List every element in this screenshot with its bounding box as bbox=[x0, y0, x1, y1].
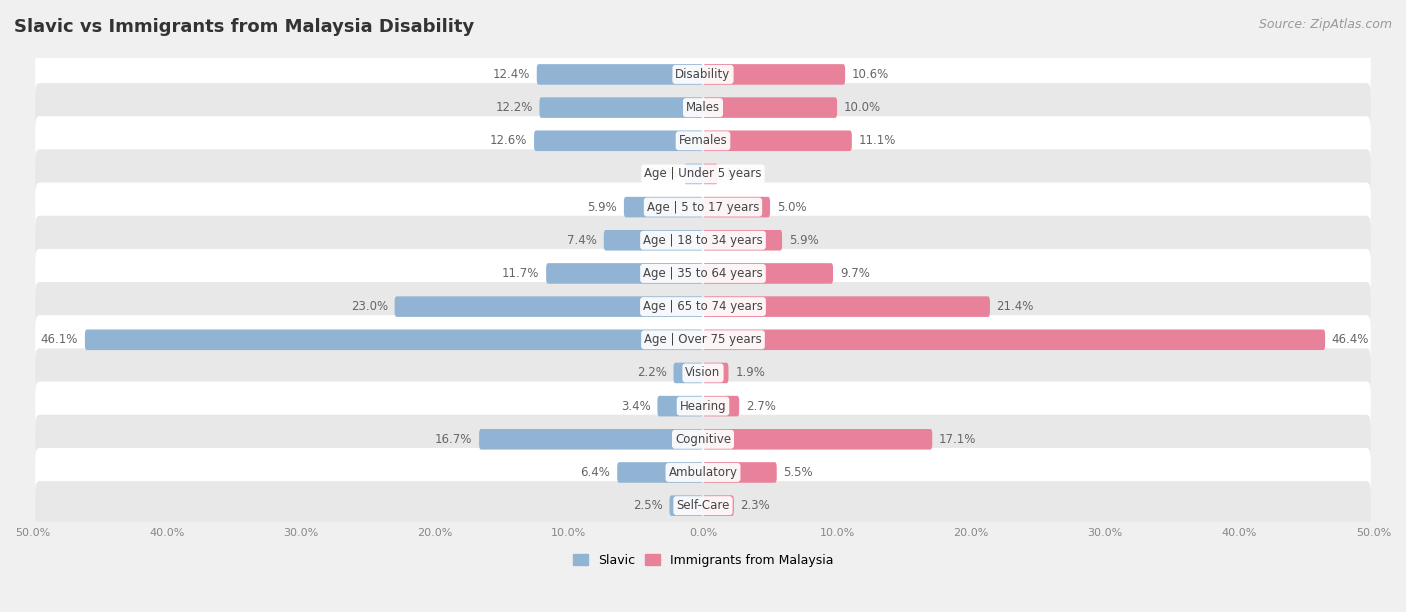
Text: Source: ZipAtlas.com: Source: ZipAtlas.com bbox=[1258, 18, 1392, 31]
Text: 6.4%: 6.4% bbox=[581, 466, 610, 479]
FancyBboxPatch shape bbox=[703, 130, 852, 151]
FancyBboxPatch shape bbox=[703, 64, 845, 84]
Text: Age | 5 to 17 years: Age | 5 to 17 years bbox=[647, 201, 759, 214]
Text: 12.4%: 12.4% bbox=[492, 68, 530, 81]
FancyBboxPatch shape bbox=[35, 249, 1371, 298]
FancyBboxPatch shape bbox=[673, 363, 703, 383]
FancyBboxPatch shape bbox=[603, 230, 703, 250]
Text: Ambulatory: Ambulatory bbox=[668, 466, 738, 479]
FancyBboxPatch shape bbox=[624, 197, 703, 217]
Text: Self-Care: Self-Care bbox=[676, 499, 730, 512]
Text: 10.6%: 10.6% bbox=[852, 68, 889, 81]
Text: 3.4%: 3.4% bbox=[621, 400, 651, 412]
Text: Hearing: Hearing bbox=[679, 400, 727, 412]
FancyBboxPatch shape bbox=[669, 495, 703, 516]
Text: 5.9%: 5.9% bbox=[789, 234, 818, 247]
Text: Cognitive: Cognitive bbox=[675, 433, 731, 446]
Text: Age | 65 to 74 years: Age | 65 to 74 years bbox=[643, 300, 763, 313]
Text: 11.7%: 11.7% bbox=[502, 267, 540, 280]
FancyBboxPatch shape bbox=[35, 149, 1371, 198]
FancyBboxPatch shape bbox=[703, 197, 770, 217]
FancyBboxPatch shape bbox=[35, 448, 1371, 497]
Text: 21.4%: 21.4% bbox=[997, 300, 1033, 313]
Text: 23.0%: 23.0% bbox=[352, 300, 388, 313]
Text: 5.9%: 5.9% bbox=[588, 201, 617, 214]
FancyBboxPatch shape bbox=[703, 329, 1324, 350]
FancyBboxPatch shape bbox=[540, 97, 703, 118]
Legend: Slavic, Immigrants from Malaysia: Slavic, Immigrants from Malaysia bbox=[568, 549, 838, 572]
FancyBboxPatch shape bbox=[537, 64, 703, 84]
Text: 12.6%: 12.6% bbox=[489, 134, 527, 147]
Text: 9.7%: 9.7% bbox=[839, 267, 870, 280]
FancyBboxPatch shape bbox=[534, 130, 703, 151]
Text: Age | Over 75 years: Age | Over 75 years bbox=[644, 334, 762, 346]
FancyBboxPatch shape bbox=[479, 429, 703, 450]
FancyBboxPatch shape bbox=[703, 296, 990, 317]
Text: Vision: Vision bbox=[685, 367, 721, 379]
Text: 46.4%: 46.4% bbox=[1331, 334, 1369, 346]
FancyBboxPatch shape bbox=[703, 495, 734, 516]
FancyBboxPatch shape bbox=[703, 462, 776, 483]
FancyBboxPatch shape bbox=[703, 263, 832, 284]
Text: 17.1%: 17.1% bbox=[939, 433, 976, 446]
Text: 1.1%: 1.1% bbox=[724, 168, 755, 181]
FancyBboxPatch shape bbox=[703, 163, 717, 184]
FancyBboxPatch shape bbox=[35, 282, 1371, 331]
Text: 10.0%: 10.0% bbox=[844, 101, 882, 114]
Text: 5.5%: 5.5% bbox=[783, 466, 813, 479]
Text: 7.4%: 7.4% bbox=[567, 234, 598, 247]
Text: 5.0%: 5.0% bbox=[776, 201, 807, 214]
FancyBboxPatch shape bbox=[685, 163, 703, 184]
Text: Age | 35 to 64 years: Age | 35 to 64 years bbox=[643, 267, 763, 280]
Text: 16.7%: 16.7% bbox=[434, 433, 472, 446]
Text: Age | 18 to 34 years: Age | 18 to 34 years bbox=[643, 234, 763, 247]
Text: Slavic vs Immigrants from Malaysia Disability: Slavic vs Immigrants from Malaysia Disab… bbox=[14, 18, 474, 36]
FancyBboxPatch shape bbox=[35, 415, 1371, 464]
Text: 2.2%: 2.2% bbox=[637, 367, 666, 379]
FancyBboxPatch shape bbox=[84, 329, 703, 350]
FancyBboxPatch shape bbox=[35, 50, 1371, 99]
Text: 2.5%: 2.5% bbox=[633, 499, 662, 512]
Text: Males: Males bbox=[686, 101, 720, 114]
FancyBboxPatch shape bbox=[703, 97, 837, 118]
Text: Disability: Disability bbox=[675, 68, 731, 81]
Text: 46.1%: 46.1% bbox=[41, 334, 79, 346]
FancyBboxPatch shape bbox=[617, 462, 703, 483]
FancyBboxPatch shape bbox=[658, 396, 703, 416]
Text: 11.1%: 11.1% bbox=[859, 134, 896, 147]
Text: 2.7%: 2.7% bbox=[747, 400, 776, 412]
FancyBboxPatch shape bbox=[395, 296, 703, 317]
FancyBboxPatch shape bbox=[703, 429, 932, 450]
Text: Age | Under 5 years: Age | Under 5 years bbox=[644, 168, 762, 181]
FancyBboxPatch shape bbox=[35, 381, 1371, 431]
FancyBboxPatch shape bbox=[35, 481, 1371, 530]
FancyBboxPatch shape bbox=[35, 215, 1371, 265]
FancyBboxPatch shape bbox=[703, 396, 740, 416]
FancyBboxPatch shape bbox=[703, 230, 782, 250]
FancyBboxPatch shape bbox=[703, 363, 728, 383]
Text: 2.3%: 2.3% bbox=[741, 499, 770, 512]
FancyBboxPatch shape bbox=[35, 83, 1371, 132]
FancyBboxPatch shape bbox=[546, 263, 703, 284]
Text: Females: Females bbox=[679, 134, 727, 147]
Text: 12.2%: 12.2% bbox=[495, 101, 533, 114]
Text: 1.9%: 1.9% bbox=[735, 367, 765, 379]
FancyBboxPatch shape bbox=[35, 315, 1371, 364]
FancyBboxPatch shape bbox=[35, 348, 1371, 398]
FancyBboxPatch shape bbox=[35, 116, 1371, 165]
Text: 1.4%: 1.4% bbox=[648, 168, 678, 181]
FancyBboxPatch shape bbox=[35, 182, 1371, 232]
